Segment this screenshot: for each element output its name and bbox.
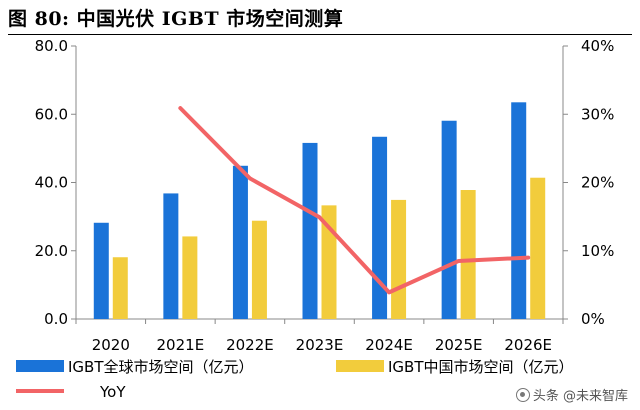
bar-china	[530, 177, 546, 319]
bar-global	[302, 142, 318, 319]
x-tick-label: 2025E	[435, 336, 483, 354]
right-tick-label: 10%	[581, 242, 614, 260]
right-tick-label: 0%	[581, 310, 605, 328]
left-tick-label: 40.0	[35, 174, 68, 192]
legend-swatch-china	[336, 360, 384, 372]
legend-label: YoY	[99, 383, 126, 401]
bar-china	[391, 199, 407, 319]
watermark: 头条 @未来智库	[515, 385, 628, 404]
left-tick-label: 20.0	[35, 242, 68, 260]
x-tick-label: 2020	[92, 336, 130, 354]
legend-swatch-global	[16, 360, 64, 372]
yoy-line	[178, 106, 531, 295]
title-rule	[8, 34, 632, 35]
right-tick-label: 40%	[581, 37, 614, 55]
bar-china	[182, 236, 198, 319]
x-tick-label: 2021E	[157, 336, 205, 354]
left-tick-label: 60.0	[35, 105, 68, 123]
left-tick-label: 0.0	[44, 310, 68, 328]
x-tick-label: 2024E	[365, 336, 413, 354]
bar-global	[93, 222, 109, 319]
bar-global	[372, 136, 388, 319]
legend-label: IGBT全球市场空间（亿元）	[68, 358, 254, 376]
bar-global	[511, 102, 527, 320]
right-tick-label: 20%	[581, 174, 614, 192]
legend-label: IGBT中国市场空间（亿元）	[388, 358, 574, 376]
figure-title: 图 80: 中国光伏 IGBT 市场空间测算	[8, 8, 344, 30]
bar-china	[460, 190, 476, 319]
x-tick-label: 2026E	[504, 336, 552, 354]
bar-global	[441, 120, 457, 319]
bar-global	[163, 193, 179, 319]
toutiao-logo-icon	[515, 387, 530, 402]
x-tick-label: 2022E	[226, 336, 274, 354]
left-tick-label: 80.0	[35, 37, 68, 55]
right-tick-label: 30%	[581, 105, 614, 123]
x-tick-label: 2023E	[296, 336, 344, 354]
bar-china	[112, 257, 128, 319]
bar-global	[232, 165, 248, 319]
watermark-text: 头条 @未来智库	[532, 389, 628, 404]
bar-china	[251, 220, 267, 319]
